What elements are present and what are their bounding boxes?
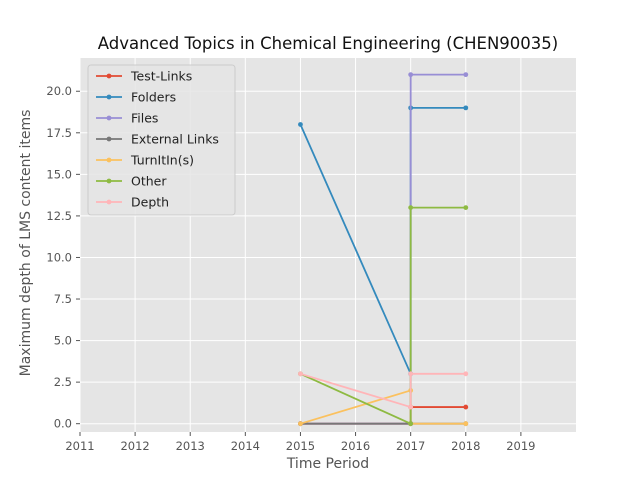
legend-item: TurnItIn(s) xyxy=(96,153,194,168)
y-axis-ticks: 0.0 2.5 5.0 7.5 10.0 12.5 15.0 17.5 20.0 xyxy=(46,84,80,431)
y-tick-label: 10.0 xyxy=(46,250,72,264)
data-point xyxy=(408,421,414,427)
x-axis-label: Time Period xyxy=(286,456,369,472)
legend-marker xyxy=(106,136,112,142)
legend-item: Other xyxy=(96,174,167,189)
x-tick-label: 2017 xyxy=(396,439,425,453)
series-line xyxy=(300,206,466,425)
y-tick-label: 7.5 xyxy=(54,292,72,306)
x-tick-label: 2016 xyxy=(341,439,370,453)
legend-label: TurnItIn(s) xyxy=(130,153,194,168)
data-point xyxy=(463,72,469,78)
data-point xyxy=(463,404,469,410)
legend-label: Depth xyxy=(131,195,169,210)
series-7 xyxy=(298,371,469,410)
data-point xyxy=(408,205,414,211)
x-tick-label: 2013 xyxy=(176,439,205,453)
x-tick-label: 2015 xyxy=(286,439,315,453)
y-tick-label: 2.5 xyxy=(54,375,72,389)
legend-item: External Links xyxy=(96,132,219,147)
data-point xyxy=(408,404,414,410)
legend-label: External Links xyxy=(131,132,219,147)
y-tick-label: 5.0 xyxy=(54,334,72,348)
legend-marker xyxy=(106,115,112,121)
legend-item: Folders xyxy=(96,90,176,105)
legend-frame xyxy=(87,64,236,216)
y-tick-label: 20.0 xyxy=(46,84,72,98)
legend-marker xyxy=(106,94,112,100)
y-tick-label: 17.5 xyxy=(46,126,72,140)
data-point xyxy=(463,371,469,377)
y-tick-label: 0.0 xyxy=(54,417,72,431)
y-axis-label: Maximum depth of LMS content items xyxy=(18,110,34,377)
legend-label: Test-Links xyxy=(130,69,192,84)
x-tick-label: 2019 xyxy=(506,439,535,453)
legend-marker xyxy=(106,157,112,163)
data-point xyxy=(463,421,469,427)
x-tick-label: 2012 xyxy=(120,439,149,453)
legend-marker xyxy=(106,73,112,79)
data-point xyxy=(463,205,469,211)
legend-label: Files xyxy=(131,111,158,126)
data-point xyxy=(463,105,469,111)
legend-label: Folders xyxy=(131,90,176,105)
legend-marker xyxy=(106,199,112,205)
series-lines xyxy=(298,72,469,427)
y-tick-label: 15.0 xyxy=(46,167,72,181)
x-tick-label: 2018 xyxy=(451,439,480,453)
legend-item: Files xyxy=(96,111,158,126)
data-point xyxy=(408,72,414,78)
data-point xyxy=(298,122,303,127)
data-point xyxy=(298,371,303,377)
data-point xyxy=(298,421,303,427)
x-axis-ticks: 2011 2012 2013 2014 2015 2016 2017 2018 2019 xyxy=(65,432,536,453)
legend-label: Other xyxy=(131,174,167,189)
chart-title: Advanced Topics in Chemical Engineering … xyxy=(98,34,558,53)
legend: Test-Links Folders Files External Links Turn… xyxy=(87,64,236,216)
x-tick-label: 2011 xyxy=(65,439,94,453)
legend-item: Test-Links xyxy=(96,69,192,84)
x-tick-label: 2014 xyxy=(231,439,260,453)
legend-marker xyxy=(106,178,112,184)
y-tick-label: 12.5 xyxy=(46,209,72,223)
data-point xyxy=(408,371,414,377)
series-line xyxy=(300,372,466,408)
legend-item: Depth xyxy=(96,195,169,210)
